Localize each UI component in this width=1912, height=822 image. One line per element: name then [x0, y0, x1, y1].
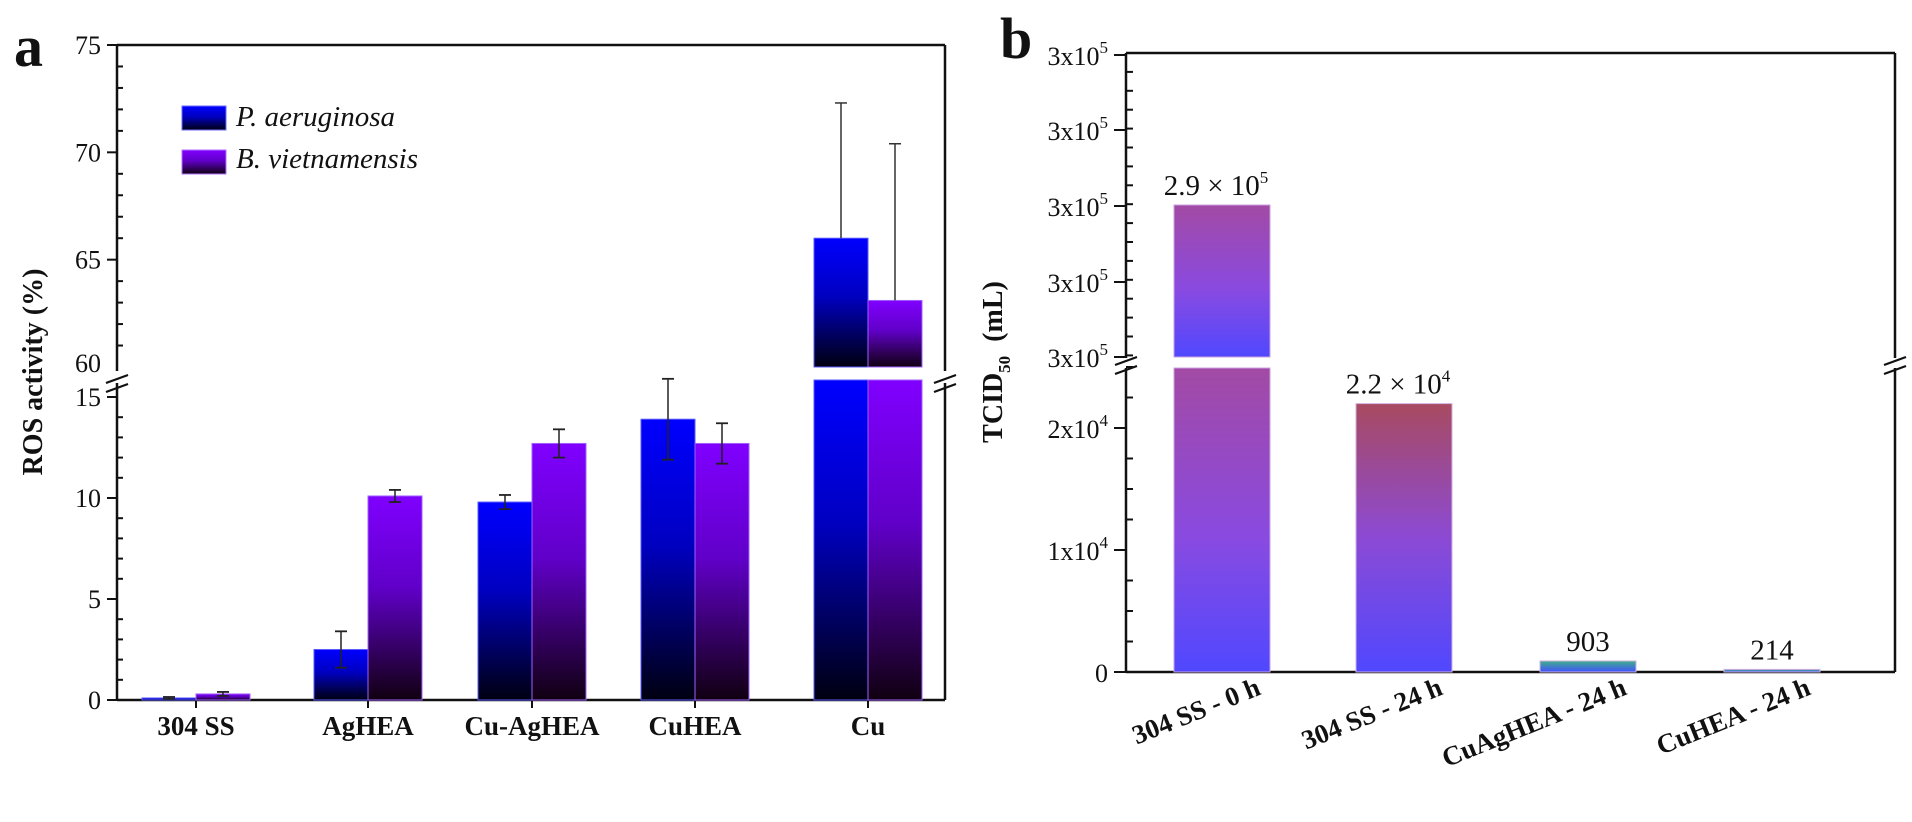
x-tick-label-b: 304 SS - 0 h: [1128, 672, 1264, 750]
y-tick-label-b: 0: [1095, 659, 1108, 688]
bar-b-vietnamensis: [367, 495, 423, 701]
y-tick-label-b: 3x105: [1048, 113, 1109, 146]
y-tick-label-a: 75: [75, 31, 101, 60]
legend-a: P. aeruginosa B. vietnamensis: [181, 101, 418, 175]
y-tick-label-b: 3x105: [1048, 189, 1109, 222]
legend-label-p-aeruginosa: P. aeruginosa: [235, 101, 395, 133]
x-tick-label-a: Cu-AgHEA: [464, 711, 600, 741]
axis-break-a-left: [105, 373, 129, 385]
bar-tcid50: [1355, 403, 1453, 673]
axis-break-b-right: [1883, 355, 1907, 367]
bar-p-aeruginosa: [813, 237, 869, 368]
y-tick-label-a: 15: [75, 383, 101, 412]
y-tick-label-a: 0: [88, 686, 101, 715]
data-label-b: 214: [1750, 634, 1794, 666]
legend-swatch-b-vietnamensis: [181, 149, 227, 175]
bar-tcid50: [1173, 204, 1271, 358]
panel-letter-b: b: [1000, 6, 1032, 71]
axis-break-b-left: [1114, 355, 1138, 367]
x-tick-label-a: CuHEA: [648, 711, 742, 741]
y-tick-label-b: 3x105: [1048, 38, 1109, 71]
bar-b-vietnamensis: [531, 442, 587, 701]
y-tick-label-a: 65: [75, 246, 101, 275]
bar-b-vietnamensis-lower: [867, 379, 923, 701]
bar-p-aeruginosa: [477, 501, 533, 701]
y-tick-label-b: 3x105: [1048, 265, 1109, 298]
x-tick-label-b: CuHEA - 24 h: [1652, 672, 1814, 761]
bar-p-aeruginosa: [640, 418, 696, 701]
y-tick-label-a: 10: [75, 484, 101, 513]
bar-tcid50-lower: [1173, 367, 1271, 673]
legend-swatch-p-aeruginosa: [181, 105, 227, 131]
axis-break-a-right: [933, 373, 957, 385]
bar-tcid50: [1723, 668, 1821, 673]
legend-label-b-vietnamensis: B. vietnamensis: [236, 143, 418, 175]
panel-b-plot: 0 1x104 2x104 3x105 3x105 3x105 3x105 3x105 2.9 …: [1048, 38, 1907, 773]
y-axis-title-b-main: TCID: [978, 373, 1009, 443]
axis-break-a-right: [933, 382, 957, 394]
y-tick-label-a: 60: [75, 349, 101, 378]
bar-b-vietnamensis: [694, 442, 750, 701]
data-label-b: 2.2 × 104: [1346, 367, 1451, 401]
y-tick-label-a: 5: [88, 585, 101, 614]
y-axis-title-a: ROS activity (%): [18, 269, 49, 476]
bar-p-aeruginosa-lower: [813, 379, 869, 701]
y-tick-label-a: 70: [75, 138, 101, 167]
bar-b-vietnamensis: [867, 299, 923, 368]
x-tick-label-b: CuAgHEA - 24 h: [1437, 672, 1630, 773]
y-tick-label-b: 2x104: [1048, 411, 1109, 444]
svg-text:TCID50(mL): TCID50 (mL): [978, 281, 1014, 443]
panel-letter-a: a: [14, 14, 43, 79]
y-axis-title-b-unit: (mL): [978, 281, 1009, 342]
x-tick-label-a: 304 SS: [157, 711, 234, 741]
y-tick-label-b: 1x104: [1048, 533, 1109, 566]
axis-break-b-left: [1114, 364, 1138, 376]
x-tick-label-b: 304 SS - 24 h: [1297, 672, 1446, 755]
y-axis-title-b: TCID50 (mL): [978, 281, 1014, 443]
data-label-b: 2.9 × 105: [1164, 168, 1269, 202]
bar-tcid50: [1539, 660, 1637, 673]
x-tick-label-a: Cu: [851, 711, 886, 741]
data-label-b: 903: [1566, 626, 1610, 658]
x-tick-label-a: AgHEA: [322, 711, 414, 741]
y-axis-title-b-sub: 50: [995, 356, 1014, 373]
y-tick-label-b: 3x105: [1048, 340, 1109, 373]
axis-break-a-left: [105, 382, 129, 394]
panel-a-plot: 0 5 10 15 60 65 70 75 304 SS AgHEA Cu-AgHEA CuHEA Cu: [75, 31, 957, 741]
axis-break-b-right: [1883, 364, 1907, 376]
